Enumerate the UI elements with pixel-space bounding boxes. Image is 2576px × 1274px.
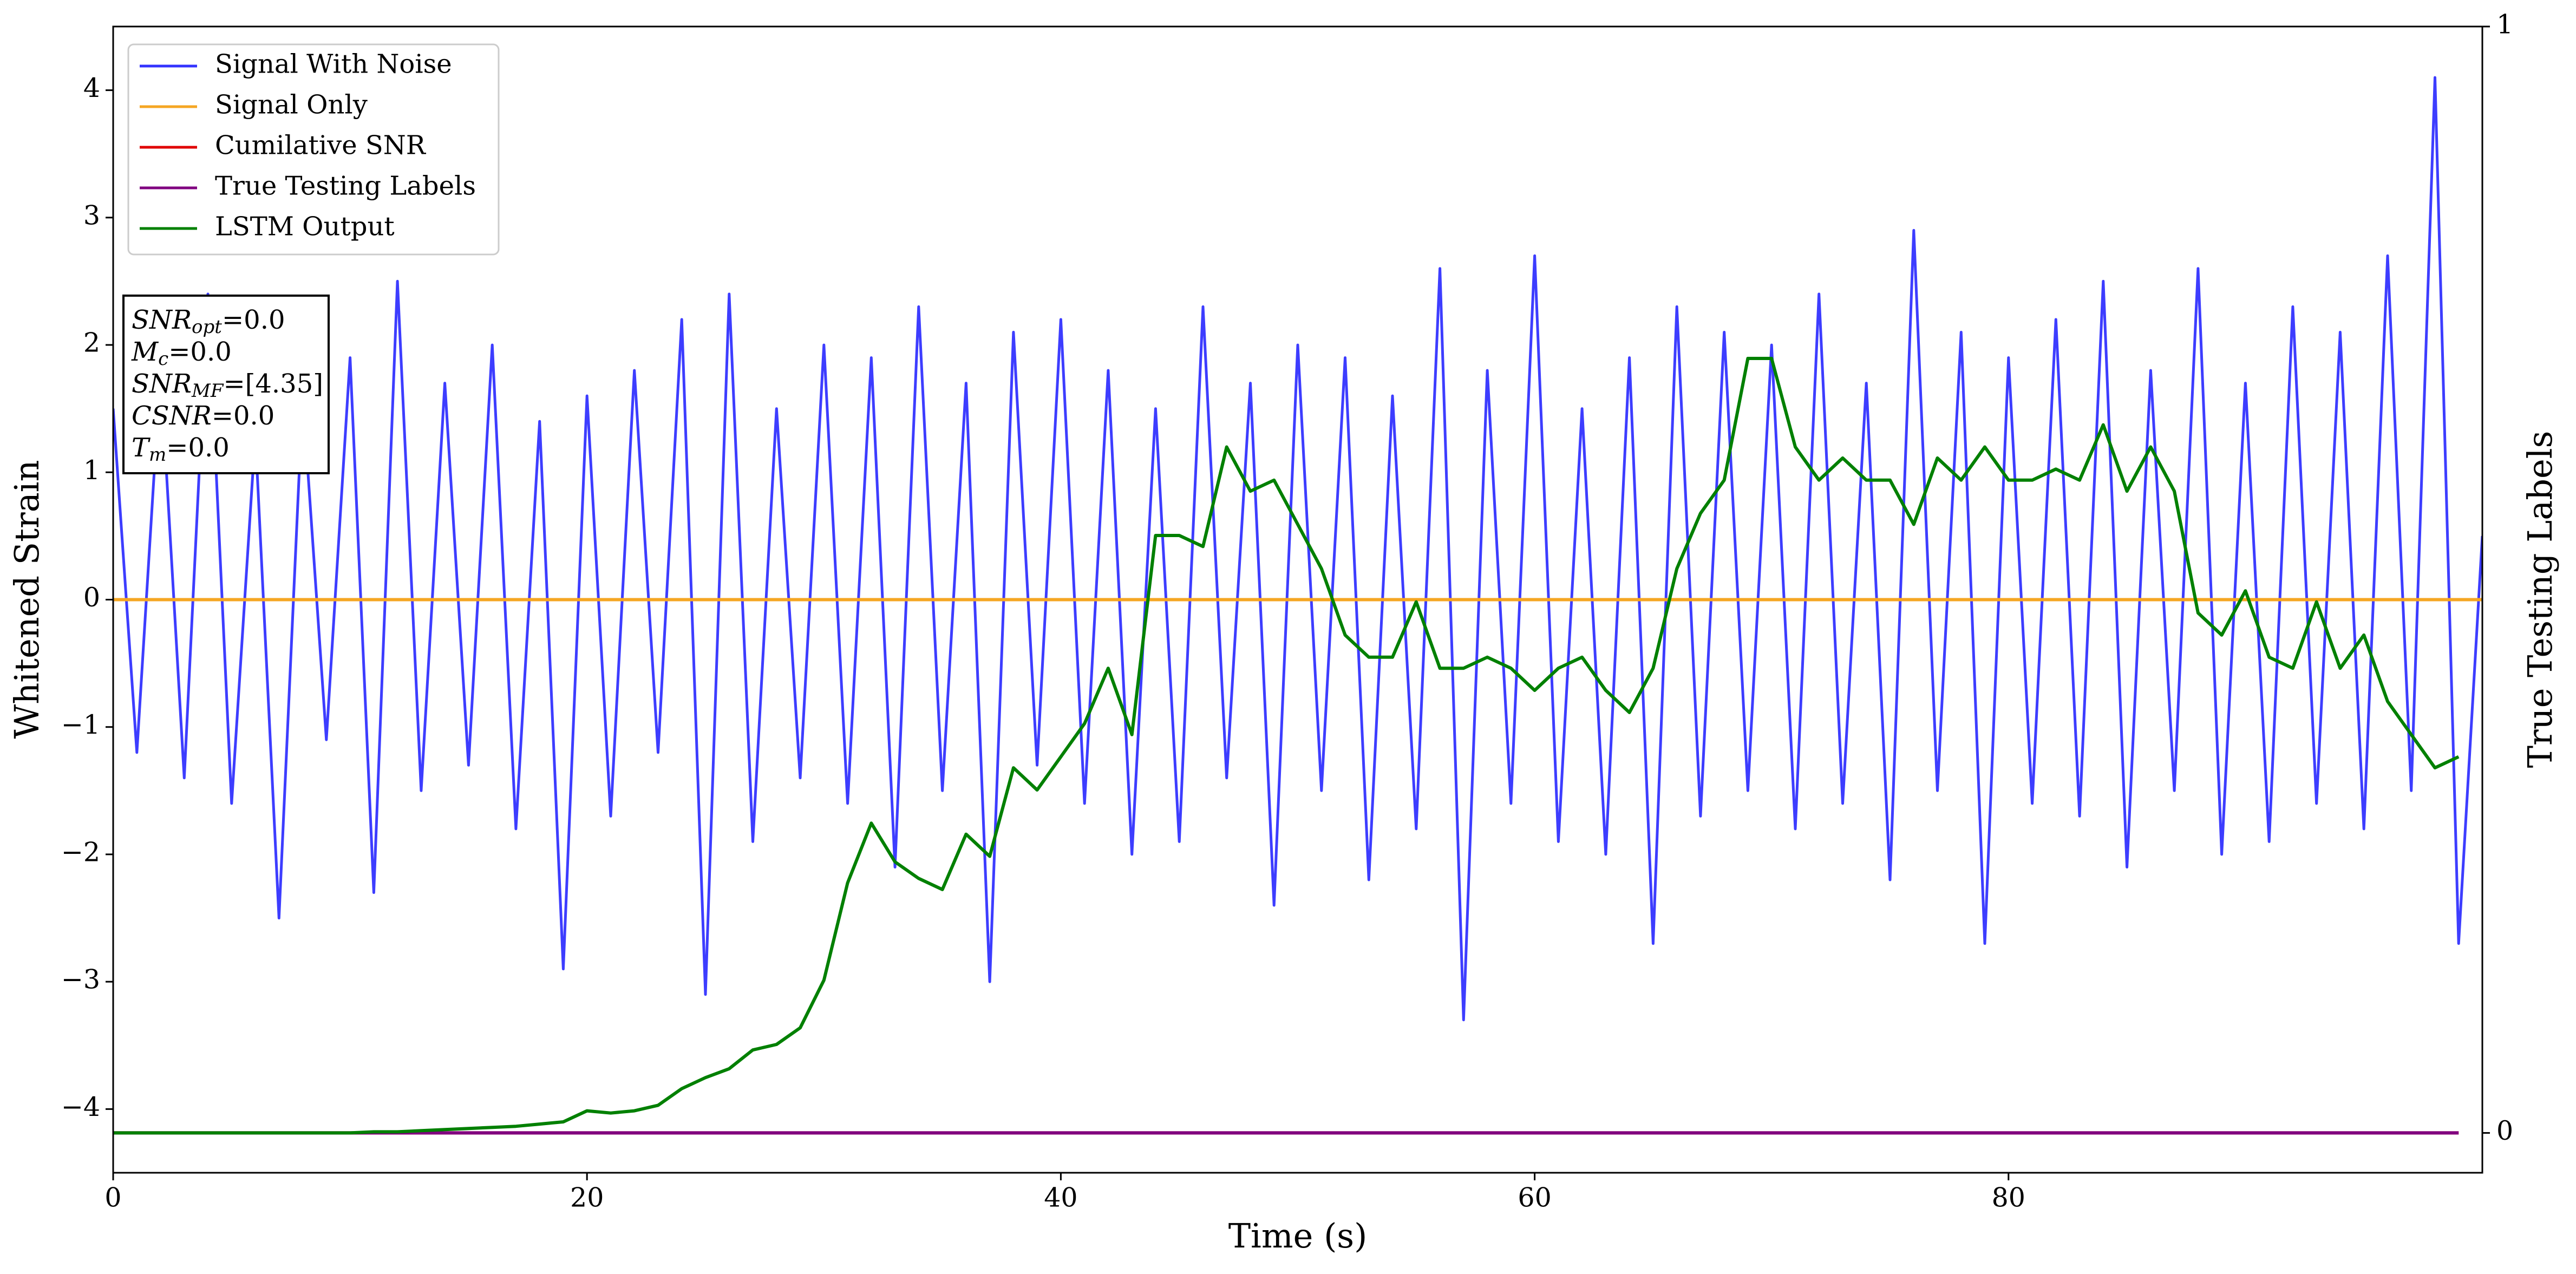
y-tick-label: −2 [61,837,100,867]
x-tick-label: 40 [1044,1182,1077,1213]
legend-label: Signal Only [215,90,368,120]
y-tick-label: 1 [83,455,100,486]
y-axis-label: Whitened Strain [7,460,47,739]
y-tick-label: 3 [83,200,100,231]
annotation-part: c [158,348,168,370]
annotation-part: T [132,433,151,463]
annotation-part: m [149,444,166,466]
annotation-part: =0.0 [168,337,232,367]
annotation-box: SNRopt=0.0Mc=0.0SNRMF=[4.35]CSNR=0.0Tm=0… [122,295,330,474]
annotation-part: opt [192,316,222,338]
annotation-part: SNR [132,369,192,399]
annotation-part: CSNR [132,401,212,431]
annotation: Mc=0.0 [131,337,232,370]
legend-label: Signal With Noise [215,49,452,80]
x-tick-label: 80 [1992,1182,2025,1213]
x-tick-label: 0 [104,1182,121,1213]
legend: Signal With Noise Signal Only Cumilative S… [127,43,500,256]
annotation-part: M [131,337,159,367]
annotation: CSNR=0.0 [132,401,274,431]
series-line [113,357,2460,1135]
annotation: Tm=0.0 [132,433,230,466]
annotation: SNRMF=[4.35] [132,369,323,402]
legend-label: True Testing Labels [215,171,476,201]
annotation-part: MF [191,380,224,402]
x-axis-label: Time (s) [1228,1216,1368,1256]
legend-label: LSTM Output [215,212,395,242]
y2-axis-label: True Testing Labels [2520,431,2560,768]
annotation-part: SNR [132,305,192,335]
annotation-frame [122,295,330,474]
y2-tick-label: 1 [2496,9,2513,40]
y-tick-label: 0 [83,582,100,613]
annotation-part: =[4.35] [223,369,323,399]
y-tick-label: −3 [61,964,100,995]
x-tick-label: 20 [570,1182,604,1213]
y2-tick-label: 0 [2496,1115,2513,1146]
y-tick-label: −1 [61,709,100,740]
annotation: SNRopt=0.0 [132,305,285,338]
y-tick-label: −4 [61,1092,100,1122]
legend-label: Cumilative SNR [215,130,427,161]
series-line [113,76,2482,1022]
legend-box [127,43,500,256]
y-tick-label: 4 [83,73,100,103]
annotation-part: =0.0 [212,401,275,431]
x-tick-label: 60 [1518,1182,1551,1213]
annotation-part: =0.0 [222,305,285,335]
annotation-part: =0.0 [166,433,230,463]
y-tick-label: 2 [83,328,100,358]
